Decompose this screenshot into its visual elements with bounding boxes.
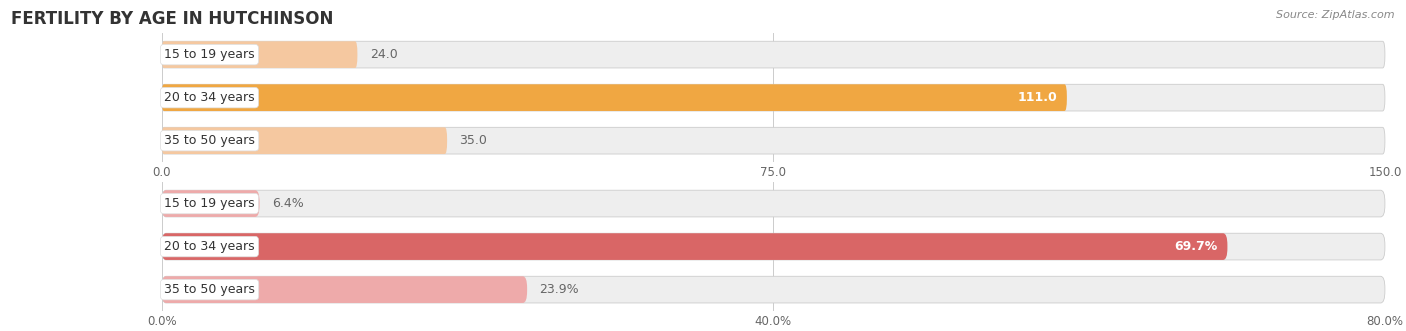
FancyBboxPatch shape [162,276,1385,303]
Text: 35 to 50 years: 35 to 50 years [165,134,254,147]
Text: 20 to 34 years: 20 to 34 years [165,240,254,253]
Text: 24.0: 24.0 [370,48,398,61]
FancyBboxPatch shape [162,84,1385,111]
Text: 23.9%: 23.9% [540,283,579,296]
FancyBboxPatch shape [162,190,1385,217]
FancyBboxPatch shape [162,233,1227,260]
Text: 35.0: 35.0 [460,134,488,147]
FancyBboxPatch shape [162,41,1385,68]
Text: 6.4%: 6.4% [271,197,304,210]
FancyBboxPatch shape [162,84,1067,111]
Text: 20 to 34 years: 20 to 34 years [165,91,254,104]
Text: Source: ZipAtlas.com: Source: ZipAtlas.com [1277,10,1395,20]
Text: 35 to 50 years: 35 to 50 years [165,283,254,296]
Text: 111.0: 111.0 [1018,91,1057,104]
FancyBboxPatch shape [162,233,1385,260]
Text: 15 to 19 years: 15 to 19 years [165,197,254,210]
FancyBboxPatch shape [162,127,447,154]
Text: 69.7%: 69.7% [1174,240,1218,253]
FancyBboxPatch shape [162,276,527,303]
FancyBboxPatch shape [162,190,260,217]
FancyBboxPatch shape [162,127,1385,154]
Text: 15 to 19 years: 15 to 19 years [165,48,254,61]
Text: FERTILITY BY AGE IN HUTCHINSON: FERTILITY BY AGE IN HUTCHINSON [11,10,333,28]
FancyBboxPatch shape [162,41,357,68]
